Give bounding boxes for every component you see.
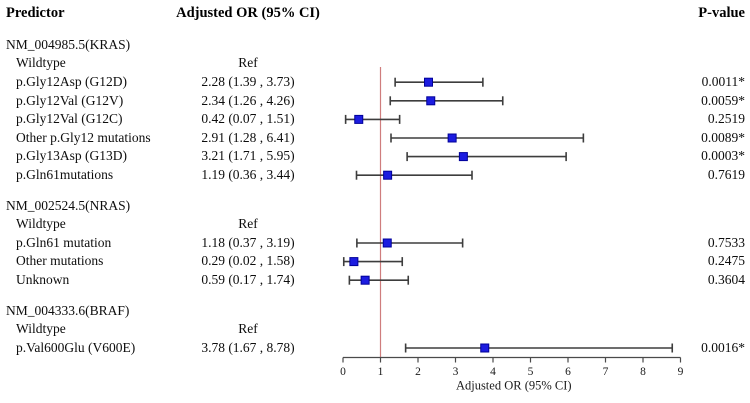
p-value: 0.2475 (707, 253, 745, 269)
p-value: 0.0016* (701, 339, 745, 355)
p-value: 0.0003* (701, 148, 745, 164)
or-marker (360, 275, 370, 285)
predictor-label: p.Gly13Asp (G13D) (16, 148, 127, 164)
group-label: NM_004333.6(BRAF) (6, 302, 130, 318)
predictor-label: Other p.Gly12 mutations (16, 129, 151, 145)
or-ci-value: 3.78 (1.67 , 8.78) (201, 339, 295, 355)
x-axis-tick-label: 6 (565, 366, 571, 378)
or-ci-value: 1.18 (0.37 , 3.19) (201, 234, 295, 250)
or-ci-value: 2.28 (1.39 , 3.73) (201, 73, 295, 89)
or-marker (426, 96, 436, 106)
p-value: 0.7533 (707, 234, 745, 250)
or-ci-value: 0.42 (0.07 , 1.51) (201, 111, 295, 127)
or-ci-value: Ref (238, 216, 258, 232)
x-axis-tick-label: 7 (603, 366, 609, 378)
or-marker (447, 133, 457, 143)
predictor-label: p.Gln61 mutation (16, 234, 112, 250)
group-label: NM_002524.5(NRAS) (6, 197, 131, 213)
predictor-label: Wildtype (16, 321, 66, 337)
x-axis-tick-label: 5 (528, 366, 534, 378)
or-ci-value: 0.29 (0.02 , 1.58) (201, 253, 295, 269)
p-value-column-header: P-value (698, 5, 745, 21)
p-value: 0.0011* (701, 73, 745, 89)
p-value: 0.3604 (707, 271, 745, 287)
predictor-column-header: Predictor (6, 5, 65, 21)
group-label: NM_004985.5(KRAS) (6, 36, 131, 52)
or-ci-value: 2.34 (1.26 , 4.26) (201, 92, 295, 108)
predictor-label: Unknown (16, 271, 70, 287)
or-marker (458, 152, 468, 162)
adjusted-or-column-header: Adjusted OR (95% CI) (176, 5, 320, 21)
predictor-label: p.Gly12Asp (G12D) (16, 73, 127, 89)
x-axis-tick-label: 4 (490, 366, 496, 378)
p-value: 0.0089* (701, 129, 745, 145)
p-value: 0.7619 (707, 166, 745, 182)
x-axis-tick-label: 0 (340, 366, 346, 378)
or-marker (383, 170, 393, 180)
x-axis-tick-label: 2 (415, 366, 421, 378)
predictor-label: p.Gly12Val (G12V) (16, 92, 124, 108)
or-marker (480, 343, 490, 353)
predictor-label: p.Val600Glu (V600E) (16, 339, 136, 355)
predictor-label: Wildtype (16, 216, 66, 232)
x-axis-tick-label: 8 (640, 366, 646, 378)
predictor-label: Other mutations (16, 253, 104, 269)
p-value: 0.2519 (707, 111, 745, 127)
or-marker (354, 114, 364, 124)
or-ci-value: 2.91 (1.28 , 6.41) (201, 129, 295, 145)
p-value: 0.0059* (701, 92, 745, 108)
predictor-label: Wildtype (16, 55, 66, 71)
or-ci-value: 0.59 (0.17 , 1.74) (201, 271, 295, 287)
x-axis-tick-label: 3 (453, 366, 459, 378)
or-ci-value: Ref (238, 55, 258, 71)
x-axis-tick-label: 1 (378, 366, 384, 378)
predictor-label: p.Gln61mutations (16, 166, 114, 182)
or-marker (349, 257, 359, 267)
x-axis-title: Adjusted OR (95% CI) (456, 379, 572, 393)
or-ci-value: Ref (238, 321, 258, 337)
x-axis-tick-label: 9 (678, 366, 684, 378)
or-ci-value: 1.19 (0.36 , 3.44) (201, 166, 295, 182)
or-marker (382, 238, 392, 248)
or-marker (424, 77, 433, 87)
predictor-label: p.Gly12Val (G12C) (16, 111, 123, 127)
or-ci-value: 3.21 (1.71 , 5.95) (201, 148, 295, 164)
